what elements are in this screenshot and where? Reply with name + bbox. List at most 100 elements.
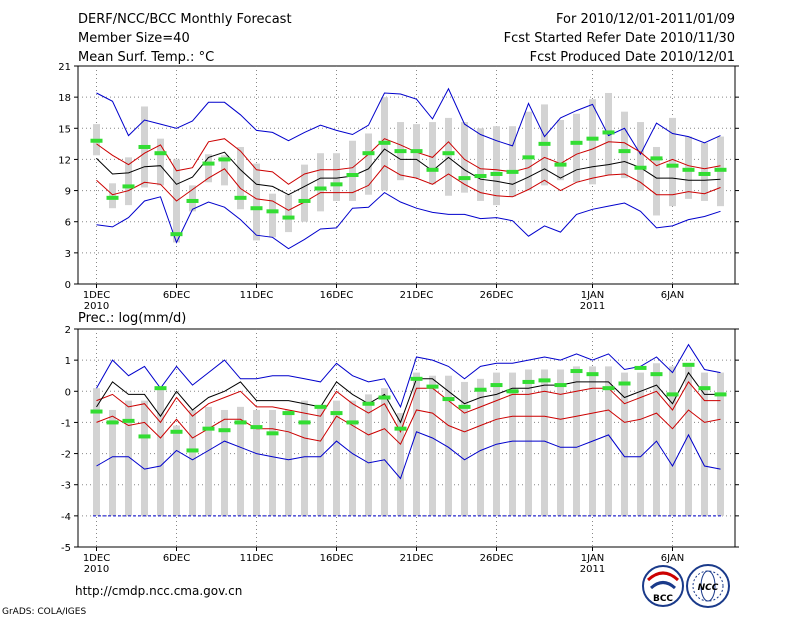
ensemble-box [493,126,500,206]
observed-marker [426,167,439,172]
x-tick-label: 1JAN [581,290,604,301]
observed-marker [298,420,311,425]
ensemble-box [637,372,644,516]
y-tick-label: -2 [61,450,71,461]
y-tick-label: -4 [61,512,71,523]
x-tick-label: 21DEC [400,553,434,564]
ensemble-box [637,122,644,191]
footer-url[interactable]: http://cmdp.ncc.cma.gov.cn [75,584,242,598]
y-tick-label: 0 [65,280,71,291]
series-line-median [96,371,721,424]
observed-marker [282,215,295,220]
x-tick-label: 21DEC [400,290,434,301]
forecast-period: For 2010/12/01-2011/01/09 [556,12,735,27]
ensemble-box [317,153,324,212]
ensemble-box [653,363,660,516]
observed-marker [362,401,375,406]
observed-marker [698,171,711,176]
observed-marker [570,369,583,374]
series-line-max [96,87,721,156]
observed-marker [314,186,327,191]
observed-marker [618,381,631,386]
ensemble-box [461,122,468,193]
y-tick-label: 2 [65,325,71,336]
observed-marker [490,383,503,388]
observed-marker [522,155,535,160]
observed-marker [298,198,311,203]
ensemble-box [93,388,100,516]
ensemble-box [333,400,340,516]
ensemble-box [685,363,692,516]
x-tick-label: 16DEC [320,553,354,564]
bottom-variable-label: Prec.: log(mm/d) [78,311,186,326]
observed-marker [170,232,183,237]
member-size: Member Size=40 [78,31,190,46]
ensemble-box [621,372,628,516]
ensemble-box [109,183,116,209]
observed-marker [122,418,135,423]
observed-marker [346,173,359,177]
observed-marker [314,404,327,409]
observed-marker [330,411,343,416]
observed-marker [218,157,231,162]
ensemble-box [669,117,676,207]
ensemble-box [125,157,132,206]
plot-frame [77,328,736,548]
observed-marker [410,376,423,381]
ensemble-box [573,113,580,183]
chart-title: DERF/NCC/BCC Monthly Forecast [78,12,292,27]
observed-marker [106,195,119,200]
ensemble-box [189,185,196,212]
series-line-min [96,431,721,480]
x-tick-label: 6DEC [163,290,190,301]
observed-marker [154,386,167,391]
ensemble-box [509,372,516,516]
ensemble-box [397,413,404,516]
ensemble-box [413,372,420,516]
y-tick-label: 6 [65,218,71,229]
ensemble-box [477,378,484,516]
ensemble-box [237,406,244,516]
observed-marker [362,151,375,156]
observed-marker [522,379,535,384]
grads-credit: GrADS: COLA/IGES [2,607,86,617]
x-tick-year-label: 2010 [84,564,109,575]
observed-marker [234,195,247,200]
series-line-upper-quartile [96,138,721,185]
x-tick-label: 6DEC [163,553,190,564]
x-tick-label: 1DEC [83,290,110,301]
ensemble-box [701,372,708,516]
ensemble-box [141,400,148,516]
ensemble-box [189,409,196,516]
x-tick-label: 16DEC [320,290,354,301]
observed-marker [474,174,487,179]
observed-marker [90,138,103,143]
ensemble-box [477,128,484,201]
ensemble-box [365,394,372,516]
ensemble-box [221,155,228,186]
observed-marker [394,149,407,154]
y-tick-label: 1 [65,356,71,367]
x-tick-label: 6JAN [661,290,684,301]
ensemble-box [429,122,436,185]
observed-marker [490,171,503,176]
observed-marker [266,431,279,436]
observed-marker [458,404,471,409]
ensemble-box [381,388,388,516]
x-tick-label: 26DEC [480,290,514,301]
ensemble-box [365,133,372,195]
observed-marker [346,420,359,425]
observed-marker [442,151,455,156]
observed-marker [186,198,199,203]
ncc-logo: NCC [686,564,730,608]
ensemble-box [317,406,324,516]
observed-marker [554,383,567,388]
observed-marker [650,156,663,161]
observed-marker [394,426,407,431]
observed-marker [202,161,215,166]
ensemble-box [557,119,564,181]
y-tick-label: -3 [61,481,71,492]
y-tick-label: 0 [65,387,71,398]
ensemble-box [157,388,164,516]
ensemble-box [429,375,436,516]
